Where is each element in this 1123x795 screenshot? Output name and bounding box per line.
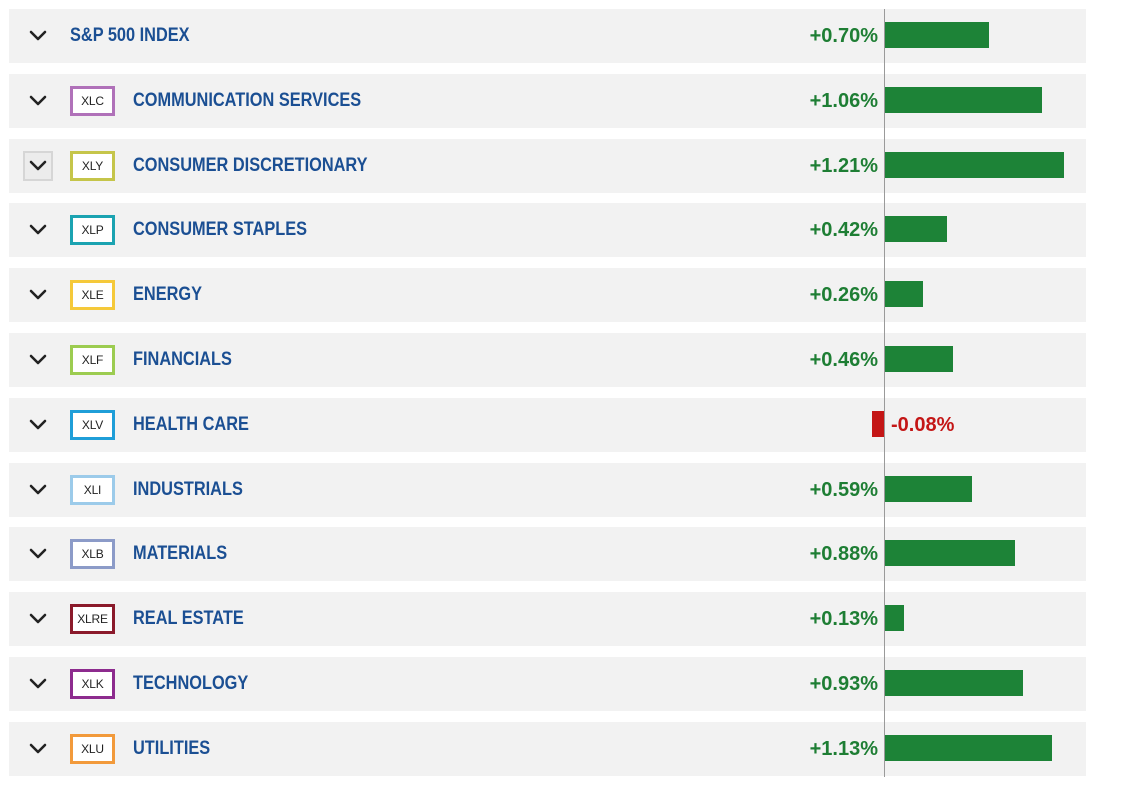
sector-row: XLU UTILITIES +1.13%: [9, 721, 1086, 776]
change-bar-positive: [885, 475, 973, 502]
sector-name-link[interactable]: CONSUMER DISCRETIONARY: [133, 154, 368, 176]
change-percent: +0.59%: [809, 478, 878, 501]
chevron-down-icon: [29, 484, 47, 494]
expand-button[interactable]: [23, 150, 53, 181]
change-bar-positive: [885, 151, 1065, 178]
chevron-down-icon: [29, 289, 47, 300]
sector-row: XLI INDUSTRIALS +0.59%: [9, 462, 1086, 517]
chevron-down-icon: [29, 30, 47, 41]
sector-row: XLC COMMUNICATION SERVICES +1.06%: [9, 73, 1086, 128]
sector-name-link[interactable]: CONSUMER STAPLES: [133, 219, 308, 241]
sector-row: XLP CONSUMER STAPLES +0.42%: [9, 203, 1086, 258]
change-percent: +0.13%: [809, 608, 878, 631]
sector-performance-list: S&P 500 INDEX +0.70% XLC COMMUNICATION SERV…: [9, 9, 1086, 787]
change-bar-positive: [885, 86, 1042, 113]
sector-name-link[interactable]: TECHNOLOGY: [133, 672, 249, 694]
chevron-down-icon: [29, 225, 47, 235]
ticker-badge: XLP: [70, 215, 115, 246]
sector-name-link[interactable]: ENERGY: [133, 284, 203, 306]
chevron-down-icon: [29, 743, 47, 754]
change-bar-positive: [885, 605, 905, 632]
sector-row: XLK TECHNOLOGY +0.93%: [9, 656, 1086, 711]
sector-name-link[interactable]: UTILITIES: [133, 737, 211, 759]
change-bar-positive: [885, 734, 1053, 761]
change-bar-positive: [885, 669, 1023, 696]
expand-button[interactable]: [23, 86, 53, 116]
expand-button[interactable]: [23, 215, 53, 245]
expand-button[interactable]: [23, 21, 53, 51]
change-bar-positive: [885, 216, 948, 243]
ticker-badge: XLY: [70, 150, 115, 181]
sector-name-link[interactable]: COMMUNICATION SERVICES: [133, 89, 362, 111]
expand-button[interactable]: [23, 539, 53, 569]
change-bar-positive: [885, 22, 989, 48]
change-percent: +1.06%: [809, 89, 878, 112]
expand-button[interactable]: [23, 669, 53, 699]
sector-row: XLY CONSUMER DISCRETIONARY +1.21%: [9, 138, 1086, 193]
chevron-down-icon: [29, 613, 47, 624]
ticker-badge: XLI: [70, 474, 115, 505]
change-bar-negative: [872, 410, 884, 437]
ticker-badge: XLB: [70, 539, 115, 570]
change-percent: +0.70%: [809, 25, 878, 47]
expand-button[interactable]: [23, 734, 53, 764]
change-bar-positive: [885, 540, 1016, 567]
change-percent: +0.93%: [809, 672, 878, 695]
ticker-badge: XLV: [70, 409, 115, 440]
chevron-down-icon: [29, 678, 47, 689]
change-percent: +1.21%: [809, 154, 878, 177]
change-percent: -0.08%: [891, 413, 955, 436]
sector-name-link[interactable]: MATERIALS: [133, 543, 228, 565]
change-percent: +0.46%: [809, 348, 878, 371]
chevron-down-icon: [29, 549, 47, 559]
chevron-down-icon: [29, 419, 47, 430]
expand-button[interactable]: [23, 280, 53, 310]
sector-name-link[interactable]: FINANCIALS: [133, 348, 232, 370]
ticker-badge: XLRE: [70, 604, 115, 635]
sector-name-link[interactable]: REAL ESTATE: [133, 608, 244, 630]
ticker-badge: XLU: [70, 733, 115, 764]
sector-name-link[interactable]: INDUSTRIALS: [133, 478, 243, 500]
sector-row: XLRE REAL ESTATE +0.13%: [9, 592, 1086, 647]
chevron-down-icon: [29, 160, 47, 170]
change-percent: +0.42%: [809, 219, 878, 242]
sector-row: XLV HEALTH CARE -0.08%: [9, 397, 1086, 452]
change-bar-positive: [885, 281, 924, 308]
index-name-link[interactable]: S&P 500 INDEX: [70, 25, 190, 46]
sector-row: XLB MATERIALS +0.88%: [9, 527, 1086, 582]
sector-row: XLF FINANCIALS +0.46%: [9, 332, 1086, 387]
change-bar-positive: [885, 345, 954, 372]
ticker-badge: XLK: [70, 668, 115, 699]
expand-button[interactable]: [23, 410, 53, 440]
sector-name-link[interactable]: HEALTH CARE: [133, 413, 249, 435]
sector-row: S&P 500 INDEX +0.70%: [9, 9, 1086, 63]
change-percent: +0.26%: [809, 284, 878, 307]
sector-row: XLE ENERGY +0.26%: [9, 268, 1086, 323]
expand-button[interactable]: [23, 604, 53, 634]
expand-button[interactable]: [23, 345, 53, 375]
ticker-badge: XLC: [70, 85, 115, 116]
change-percent: +1.13%: [809, 737, 878, 760]
expand-button[interactable]: [23, 475, 53, 505]
chevron-down-icon: [29, 95, 47, 106]
ticker-badge: XLE: [70, 280, 115, 311]
ticker-badge: XLF: [70, 344, 115, 375]
chevron-down-icon: [29, 354, 47, 365]
change-percent: +0.88%: [809, 543, 878, 566]
